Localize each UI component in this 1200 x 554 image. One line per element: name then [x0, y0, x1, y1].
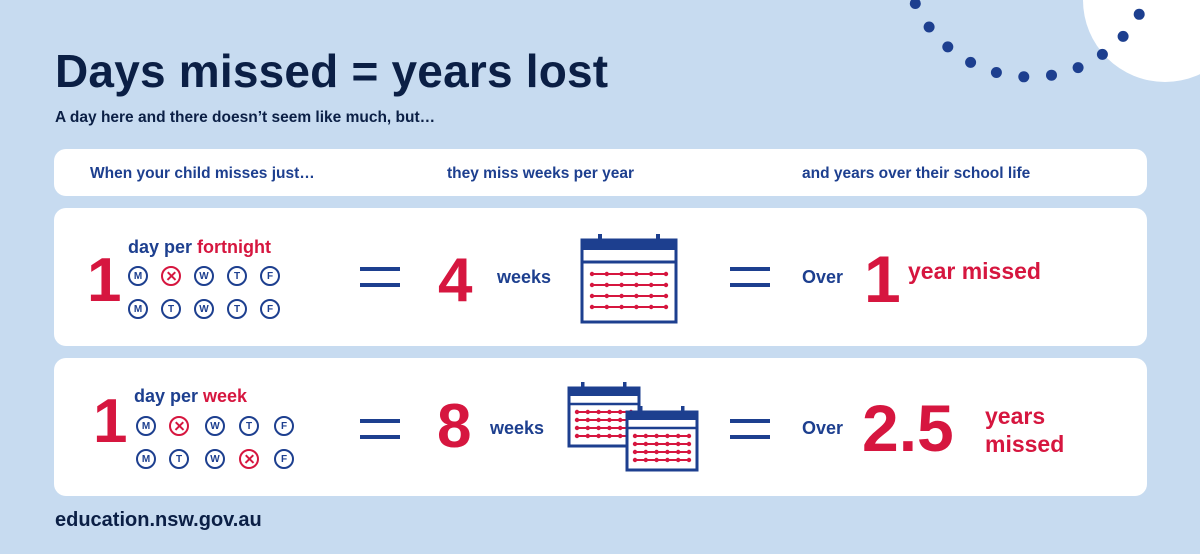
day-circle: T — [161, 299, 181, 319]
weeks-value: 4 — [438, 246, 473, 315]
missed-day-icon: T — [161, 266, 181, 286]
over-label: Over — [802, 267, 844, 287]
page-subtitle: A day here and there doesn’t seem like m… — [55, 109, 436, 126]
period-text: fortnight — [197, 237, 271, 257]
days-count: 1 — [93, 387, 128, 456]
over-label: Over — [802, 418, 844, 438]
weeks-value: 8 — [437, 392, 472, 461]
footer-url: education.nsw.gov.au — [55, 509, 262, 531]
day-circle: M — [128, 266, 148, 286]
weeks-label: weeks — [490, 418, 545, 438]
years-label: year missed — [908, 258, 1041, 284]
day-circle: T — [239, 416, 259, 436]
header-col-years: and years over their school life — [802, 165, 1031, 182]
equals-sign — [360, 419, 400, 439]
day-circle: W — [205, 449, 225, 469]
day-circle: M — [128, 299, 148, 319]
page-title: Days missed = years lost — [55, 45, 609, 97]
day-circle: F — [274, 449, 294, 469]
day-circle: T — [169, 449, 189, 469]
day-circle: F — [260, 266, 280, 286]
calendar-icon — [580, 234, 678, 324]
header-col-misses: When your child misses just… — [90, 165, 315, 182]
equals-sign — [730, 267, 770, 287]
period-text: week — [203, 386, 248, 406]
days-count: 1 — [87, 246, 122, 315]
missed-day-icon: T — [239, 449, 259, 469]
equals-sign — [730, 419, 770, 439]
day-circle: W — [205, 416, 225, 436]
column-header-card: When your child misses just… they miss w… — [54, 149, 1147, 196]
day-per-text: day per — [134, 386, 204, 406]
day-circle: M — [136, 416, 156, 436]
years-label-line1: years — [985, 403, 1046, 429]
day-per-label: day per fortnight — [128, 237, 271, 258]
day-circle: W — [194, 266, 214, 286]
day-circle: F — [260, 299, 280, 319]
weeks-label: weeks — [497, 267, 552, 287]
day-circle: T — [227, 266, 247, 286]
day-per-label: day per week — [134, 386, 247, 407]
two-calendars-icon — [567, 382, 699, 472]
day-circle: T — [227, 299, 247, 319]
years-label: years missed — [985, 403, 1064, 458]
years-value: 2.5 — [862, 391, 954, 465]
years-value: 1 — [864, 242, 901, 316]
day-circle: M — [136, 449, 156, 469]
years-label-line2: missed — [985, 430, 1065, 457]
day-per-text: day per — [128, 237, 198, 257]
day-circle: F — [274, 416, 294, 436]
missed-day-icon: T — [169, 416, 189, 436]
row-week: 1 day per week M T W T F M T W T F 8 wee… — [54, 358, 1147, 496]
header-col-weeks: they miss weeks per year — [447, 165, 634, 182]
equals-sign — [360, 267, 400, 287]
row-fortnight: 1 day per fortnight M T W T F M T W T F … — [54, 208, 1147, 346]
day-circle: W — [194, 299, 214, 319]
